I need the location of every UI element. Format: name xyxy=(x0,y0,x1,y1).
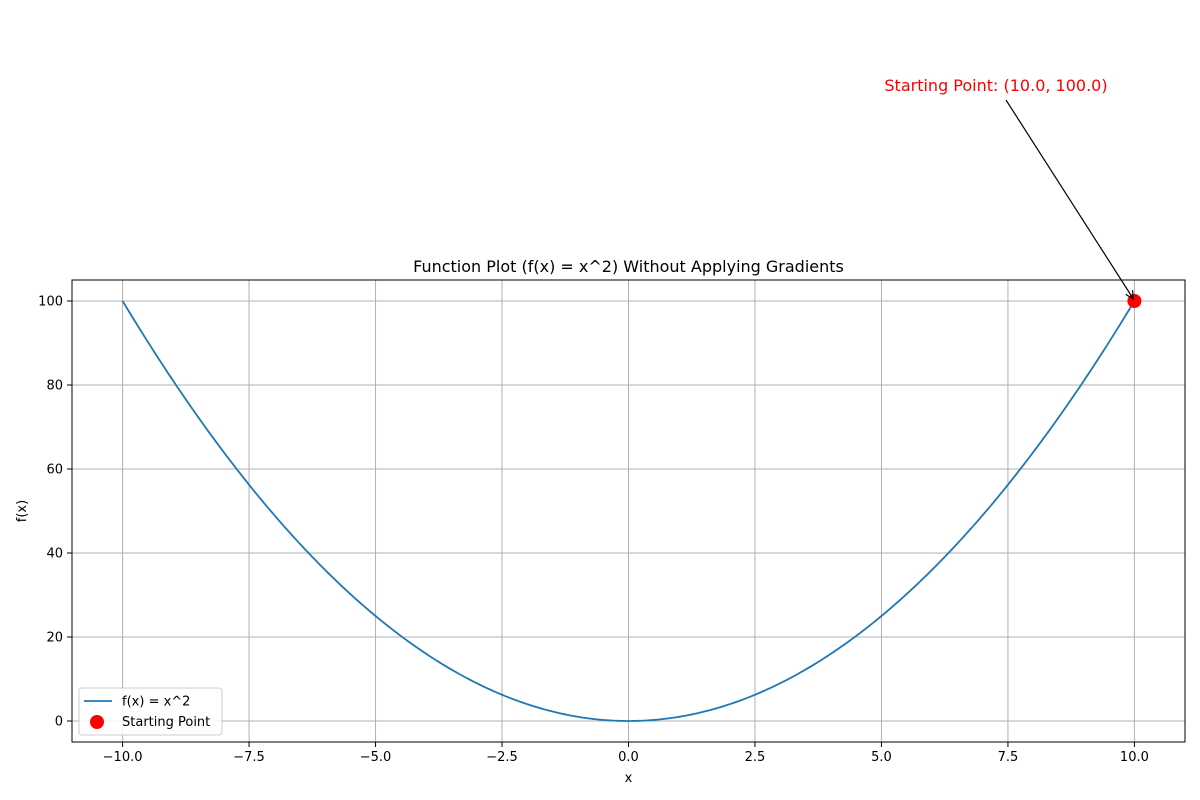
y-tick-label: 0 xyxy=(55,715,63,730)
legend-swatch-dot xyxy=(90,715,104,729)
y-axis: 0 20 40 60 80 100 xyxy=(38,295,72,730)
y-tick-label: 20 xyxy=(46,631,63,646)
y-tick-label: 80 xyxy=(46,379,63,394)
x-tick-label: 7.5 xyxy=(998,750,1019,765)
annotation-arrow xyxy=(1005,99,1133,299)
y-tick-label: 40 xyxy=(46,547,63,562)
legend-entry-line: f(x) = x^2 xyxy=(122,695,190,710)
x-tick-label: 10.0 xyxy=(1120,750,1149,765)
x-tick-label: −5.0 xyxy=(360,750,392,765)
y-tick-label: 60 xyxy=(46,463,63,478)
plot-area xyxy=(121,300,1136,722)
annotation: Starting Point: (10.0, 100.0) xyxy=(884,76,1133,299)
chart-title: Function Plot (f(x) = x^2) Without Apply… xyxy=(413,257,844,276)
x-tick-label: 2.5 xyxy=(745,750,766,765)
annotation-label: Starting Point: (10.0, 100.0) xyxy=(884,76,1107,95)
y-axis-label: f(x) xyxy=(15,500,30,522)
grid xyxy=(72,280,1185,742)
x-tick-label: −10.0 xyxy=(103,750,143,765)
legend-frame xyxy=(78,687,223,736)
y-tick-label: 100 xyxy=(38,295,63,310)
x-tick-label: −2.5 xyxy=(486,750,518,765)
scatter-series xyxy=(1127,294,1142,308)
legend: f(x) = x^2 Starting Point xyxy=(78,687,223,736)
scatter-point xyxy=(1127,294,1142,308)
x-tick-label: 5.0 xyxy=(871,750,892,765)
x-tick-label: −7.5 xyxy=(233,750,265,765)
legend-entry-scatter: Starting Point xyxy=(122,715,210,730)
x-axis: −10.0 −7.5 −5.0 −2.5 0.0 2.5 5.0 7.5 10.0 xyxy=(103,742,1149,765)
x-axis-label: x xyxy=(625,771,633,786)
series-line-fx xyxy=(121,300,1136,722)
x-tick-label: 0.0 xyxy=(618,750,639,765)
